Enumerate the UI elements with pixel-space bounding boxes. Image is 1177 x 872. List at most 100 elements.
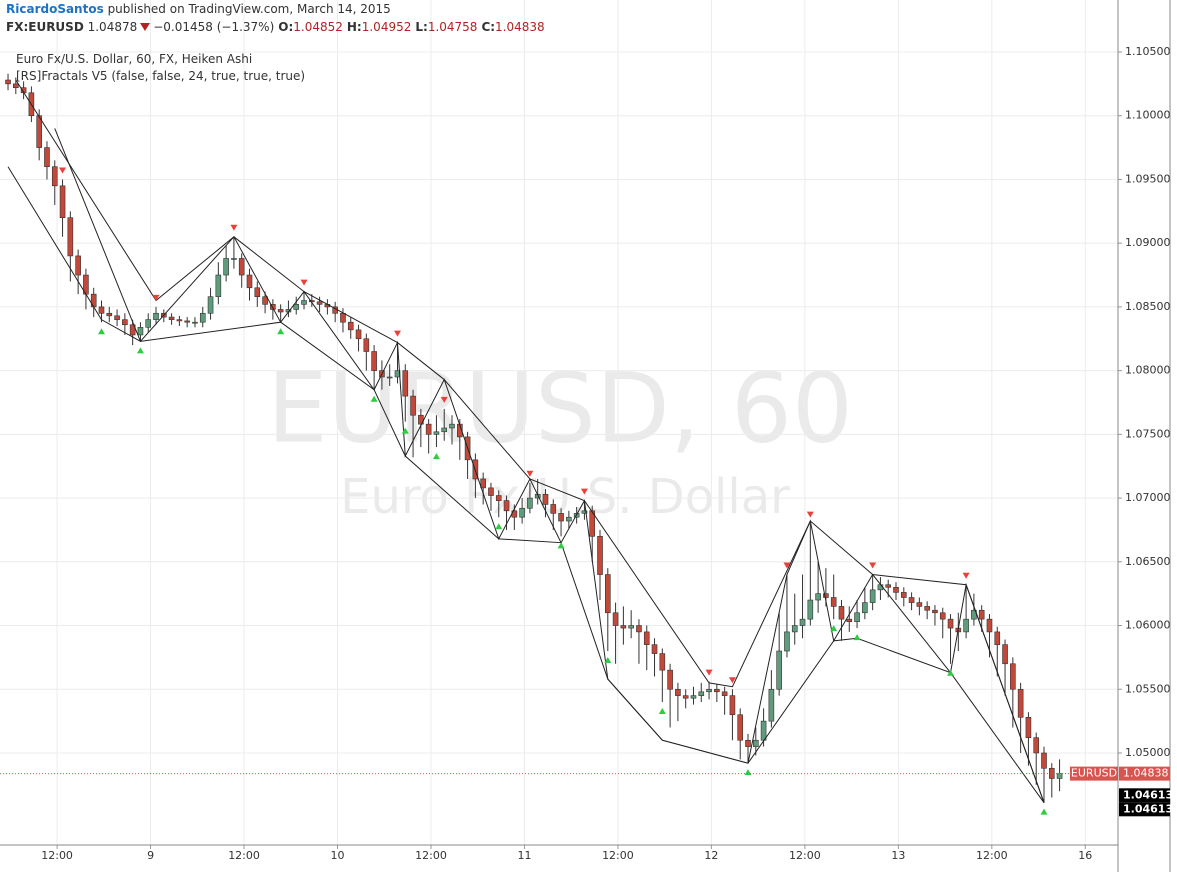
candle-body [270,304,276,310]
fractal-low [658,708,666,714]
candle-body [830,597,837,607]
candle-body [815,593,821,601]
y-tick-label: 1.08000 [1125,364,1171,377]
candle-body [698,691,705,696]
candle-body [760,720,767,741]
x-tick-label: 12:00 [415,849,447,862]
candle-body [1041,752,1047,769]
price-mark-label: 1.04613 [1123,802,1173,815]
candle-body [597,536,603,575]
x-tick-label: 16 [1078,849,1092,862]
candle-body [791,625,798,633]
ohlc-label: C: [481,20,496,34]
candle-body [558,513,564,522]
candle-body [122,319,128,326]
fractal-high [728,677,736,684]
fractal-low [495,523,503,530]
candle-body [542,493,549,505]
candle-body [503,500,510,512]
candle-body [916,602,923,607]
fractal-low [432,453,440,460]
candle-body [1010,663,1016,690]
candle-body [5,79,11,85]
candle-body [838,606,845,620]
last-price-label: 1.04838 [1123,767,1169,780]
candle-body [636,625,642,633]
ohlc-value: 1.04758 [427,20,478,34]
y-tick-label: 1.05500 [1125,682,1171,695]
candle-body [402,370,409,397]
candle-body [316,301,323,305]
candle-body [799,618,806,626]
candle-body [301,300,307,305]
fractal-high [152,294,160,301]
candle-body [223,258,229,276]
candle-body [893,586,899,593]
fractal-high [806,511,814,518]
candle-body [994,631,1001,645]
y-tick-label: 1.10500 [1125,45,1171,58]
candle-body [659,653,666,671]
fractal-high [580,488,588,495]
candle-body [854,612,860,623]
candle-body [36,115,42,148]
candle-body [682,695,689,699]
candle-body [924,606,930,611]
candle-body [900,592,907,598]
candle-body [667,669,673,690]
candle-body [480,478,486,489]
candle-body [939,612,946,620]
candle-body [98,306,105,314]
candle-body [386,376,393,379]
legend-indicator: [RS]Fractals V5 (false, false, 24, true,… [16,69,306,83]
candle-body [488,487,494,496]
candle-body [106,312,113,317]
x-tick-label: 10 [331,849,345,862]
candle-body [355,329,362,340]
ohlc: O:1.04852 H:1.04952 L:1.04758 C:1.04838 [274,20,544,34]
candle-body [371,351,377,371]
x-tick-label: 11 [517,849,531,862]
ohlc-value: 1.04852 [293,20,343,34]
candle-body [932,609,938,614]
price-mark-box [1119,802,1170,817]
candle-body [823,593,829,598]
candle-body [340,312,346,323]
candle-body [176,319,183,322]
candle-body [651,644,658,654]
publish-line: RicardoSantos published on TradingView.c… [0,0,1118,18]
candle-body [612,612,619,626]
fractal-line [54,128,1045,803]
published: published on TradingView.com, March 14, … [107,2,391,16]
candle-body [410,395,416,416]
fractal-low [97,328,105,335]
candle-body [620,625,627,629]
candle-body [550,504,557,514]
last-price-name-box [1070,766,1118,781]
ohlc-label: L: [415,20,428,34]
candle-body [1002,644,1008,665]
fractal-line [15,79,1045,803]
candle-body [495,495,502,501]
candle-body [862,602,868,614]
fractal-high [59,167,67,174]
candle-body [1056,773,1063,779]
candle-body [908,597,915,603]
fractal-low [1040,808,1048,815]
candle-body [13,83,19,88]
x-tick-label: 13 [891,849,905,862]
x-tick-label: 12:00 [789,849,821,862]
candle-body [168,316,175,320]
quote-line: FX:EURUSD 1.04878 −0.01458 (−1.37%) O:1.04… [0,18,1118,36]
candle-body [768,688,775,722]
candle-body [246,274,253,289]
candle-body [129,324,136,336]
candle-body [628,625,634,629]
grid [0,0,1118,845]
candle-body [776,650,782,690]
y-tick-label: 1.07000 [1125,491,1171,504]
candle-body [262,296,268,305]
watermark-description: Euro Fx/U.S. Dollar [340,469,790,525]
candle-body [449,423,455,429]
